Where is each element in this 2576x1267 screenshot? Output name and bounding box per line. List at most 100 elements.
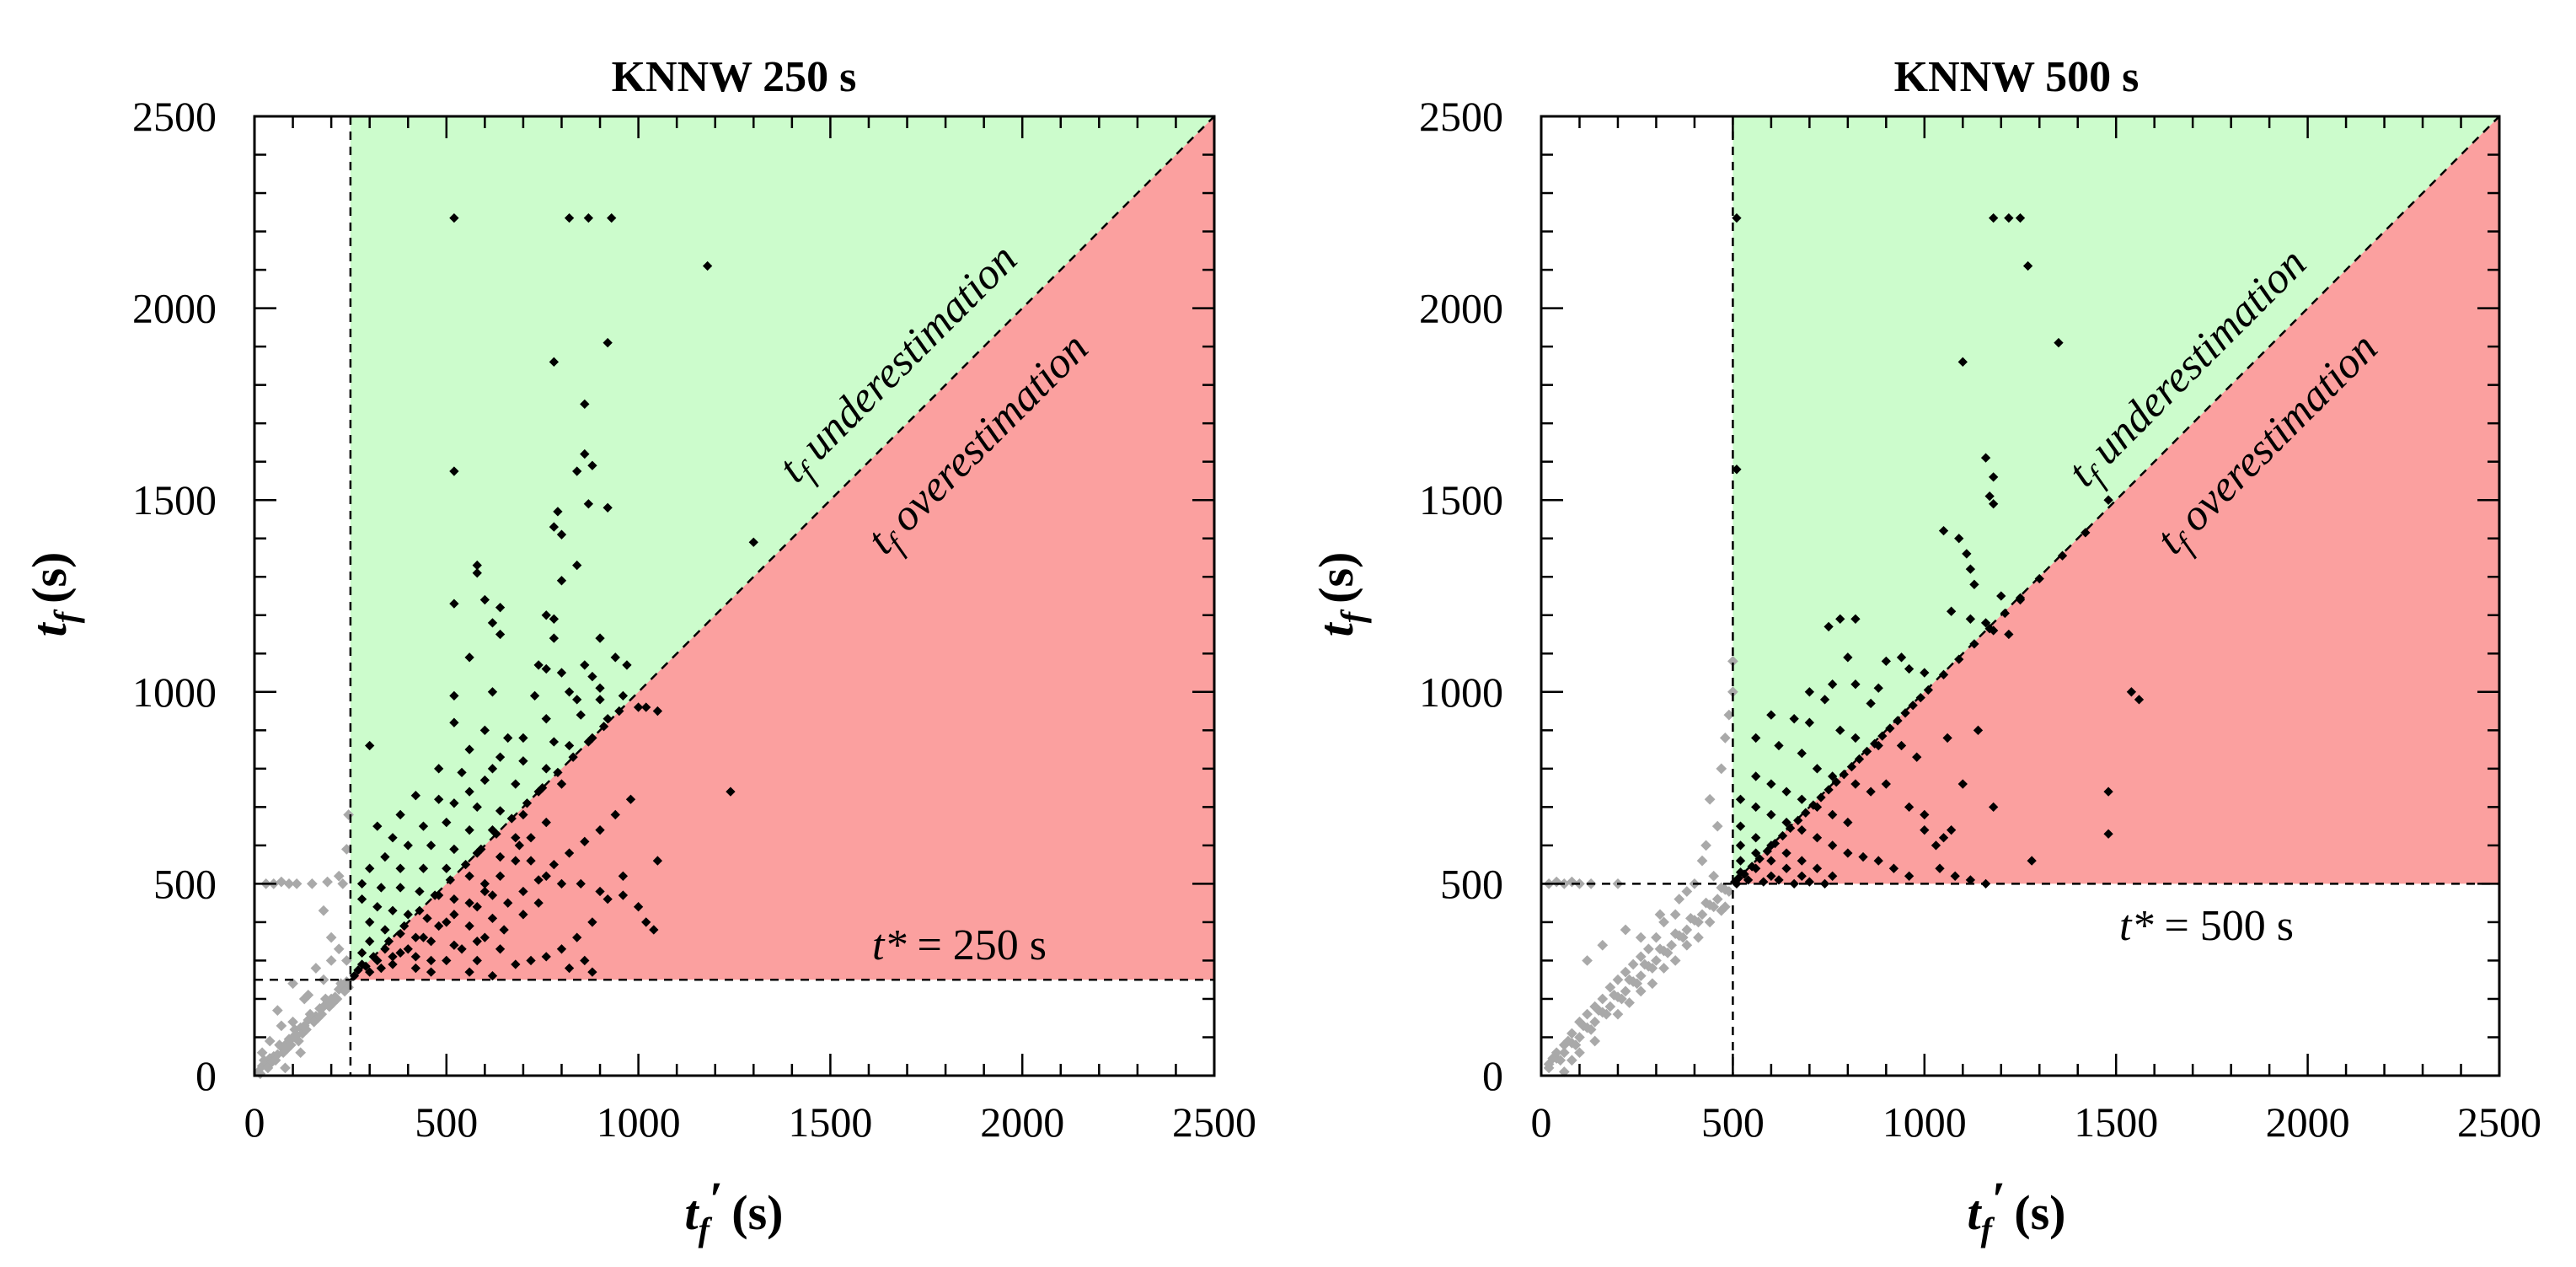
data-point-below — [1685, 913, 1696, 924]
data-point-above — [1858, 851, 1868, 862]
data-point-above — [356, 878, 367, 889]
data-point-above — [1904, 871, 1915, 881]
data-point-above — [1824, 621, 1834, 632]
x-tick-label: 500 — [415, 1098, 478, 1146]
data-point-below — [1631, 978, 1643, 990]
data-point-above — [418, 932, 429, 942]
data-point-above — [1824, 785, 1834, 795]
y-tick-label: 0 — [195, 1052, 217, 1099]
data-point-above — [1808, 800, 1818, 810]
data-point-above — [442, 863, 452, 873]
y-tick-label: 2500 — [132, 93, 217, 140]
data-point-above — [372, 902, 383, 912]
x-tick-label: 2500 — [1172, 1098, 1256, 1146]
data-point-above — [442, 955, 452, 966]
data-point-above — [1735, 821, 1746, 831]
data-point-below — [1669, 955, 1681, 966]
data-point-above — [372, 821, 383, 831]
data-point-above — [576, 878, 586, 889]
x-axis-label-prime: ′ — [1992, 1172, 2006, 1227]
data-point-above — [495, 752, 506, 762]
data-point-above — [1915, 692, 1925, 703]
data-point-above — [518, 809, 528, 820]
data-point-above — [434, 921, 444, 931]
data-point-above — [1969, 639, 1979, 649]
data-point-above — [1812, 833, 1823, 843]
data-point-above — [649, 925, 659, 935]
data-point-above — [1797, 871, 1807, 881]
above-threshold-points — [349, 212, 758, 981]
chart-panel-knnw-250: 0 500 1000 1500 2000 2500 0 500 1000 1500 2000 250… — [22, 53, 1256, 1248]
data-point-above — [549, 614, 560, 624]
x-axis-label-prime: ′ — [710, 1172, 723, 1227]
data-point-above — [1766, 779, 1776, 789]
data-point-above — [376, 883, 387, 893]
x-tick-labels: 0 500 1000 1500 2000 2500 — [244, 1098, 1257, 1146]
data-point-above — [1931, 840, 1941, 851]
data-point-above — [449, 690, 459, 701]
data-point-above — [1831, 777, 1841, 787]
x-axis-label-unit: (s) — [2014, 1185, 2065, 1240]
data-point-above — [533, 898, 544, 908]
data-point-above — [1732, 212, 1742, 223]
data-point-below — [1727, 686, 1738, 698]
data-point-above — [495, 602, 506, 613]
axis-ticks — [1540, 115, 2501, 1077]
data-point-above — [526, 833, 536, 843]
y-axis-label-unit: (s) — [22, 552, 77, 604]
data-point-above — [602, 502, 613, 513]
data-point-above — [449, 466, 459, 476]
data-point-above — [2057, 550, 2068, 561]
data-point-above — [1873, 856, 1883, 866]
data-point-above — [580, 660, 590, 670]
data-point-above — [564, 963, 575, 974]
data-point-above — [1938, 669, 1949, 679]
data-point-above — [2103, 787, 2113, 797]
data-point-above — [464, 967, 474, 977]
data-point-above — [1754, 854, 1765, 864]
x-tick-label: 0 — [1531, 1098, 1552, 1146]
data-point-above — [580, 399, 590, 410]
data-point-above — [1854, 754, 1865, 765]
data-point-below — [1708, 870, 1720, 882]
data-point-above — [410, 791, 421, 801]
data-point-above — [1861, 746, 1872, 757]
data-point-above — [511, 959, 521, 969]
data-point-above — [1774, 875, 1784, 885]
data-point-above — [1850, 614, 1861, 624]
data-point-above — [541, 610, 551, 620]
data-point-below — [291, 878, 303, 889]
data-point-below — [1582, 955, 1593, 966]
data-point-above — [479, 725, 490, 735]
data-point-above — [529, 690, 540, 701]
data-point-above — [365, 937, 375, 947]
data-point-below — [1647, 963, 1658, 974]
data-point-below — [1582, 1008, 1593, 1020]
data-point-below — [1566, 1055, 1577, 1066]
y-tick-label: 1000 — [132, 668, 217, 716]
data-point-above — [553, 507, 563, 517]
data-point-above — [464, 652, 474, 663]
x-tick-label: 0 — [244, 1098, 265, 1146]
data-point-above — [464, 825, 474, 835]
data-point-below — [1566, 876, 1577, 888]
data-point-above — [652, 706, 663, 717]
data-point-above — [2004, 212, 2014, 223]
x-tick-label: 2500 — [2457, 1098, 2541, 1146]
data-point-above — [1954, 654, 1964, 664]
data-point-above — [556, 576, 567, 586]
data-point-below — [1716, 763, 1727, 775]
data-point-below — [1693, 916, 1704, 928]
data-point-above — [365, 740, 375, 751]
data-point-above — [1797, 748, 1807, 759]
data-point-above — [748, 537, 758, 547]
data-point-below — [1669, 928, 1681, 939]
data-point-above — [541, 764, 551, 774]
data-point-above — [595, 633, 605, 643]
data-point-below — [1662, 947, 1674, 958]
data-point-above — [587, 967, 597, 977]
x-axis-label-sub: f — [1981, 1211, 1995, 1248]
data-point-above — [1766, 856, 1776, 866]
data-point-above — [395, 809, 405, 820]
